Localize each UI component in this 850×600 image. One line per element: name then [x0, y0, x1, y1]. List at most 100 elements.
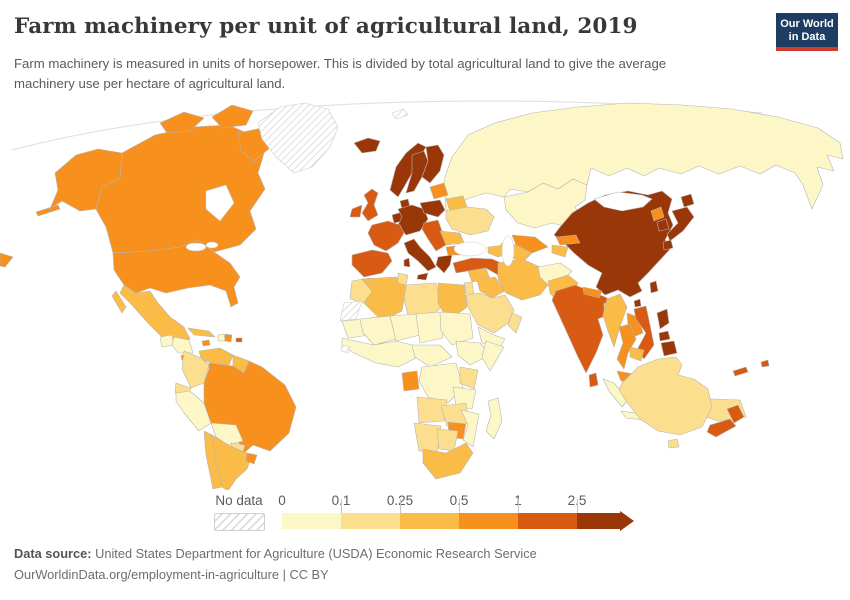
map-region[interactable] — [633, 298, 642, 308]
map-region[interactable] — [593, 191, 653, 212]
map-region[interactable] — [416, 272, 429, 281]
map-region[interactable] — [656, 218, 670, 232]
legend-segment[interactable] — [518, 513, 577, 529]
map-region[interactable] — [706, 418, 737, 438]
map-region[interactable] — [187, 327, 216, 338]
map-region[interactable] — [602, 378, 629, 408]
map-region[interactable] — [401, 370, 420, 392]
map-region[interactable] — [415, 311, 444, 344]
owid-logo[interactable]: Our World in Data — [776, 13, 838, 51]
map-region[interactable] — [649, 280, 659, 294]
map-region[interactable] — [629, 346, 645, 362]
map-region[interactable] — [339, 300, 363, 322]
legend-no-data-swatch[interactable] — [214, 513, 265, 531]
map-region[interactable] — [111, 290, 127, 314]
footer-url-link[interactable]: OurWorldinData.org/employment-in-agricul… — [14, 567, 280, 582]
map-region[interactable] — [660, 340, 678, 357]
map-region[interactable] — [503, 178, 588, 229]
map-region[interactable] — [616, 323, 637, 370]
map-region[interactable] — [656, 308, 670, 330]
map-region[interactable] — [460, 409, 480, 448]
map-region[interactable] — [397, 204, 429, 236]
map-region[interactable] — [455, 340, 491, 366]
map-region[interactable] — [95, 124, 266, 254]
map-region[interactable] — [403, 238, 437, 272]
map-region[interactable] — [421, 219, 447, 252]
map-region[interactable] — [353, 137, 381, 154]
map-region[interactable] — [582, 286, 603, 299]
map-region[interactable] — [666, 206, 695, 242]
legend-segment[interactable] — [282, 513, 341, 529]
map-region[interactable] — [662, 239, 674, 251]
map-region[interactable] — [465, 292, 515, 334]
map-region[interactable] — [429, 182, 449, 200]
legend-segment[interactable] — [341, 513, 400, 529]
map-region[interactable] — [391, 108, 409, 120]
map-region[interactable] — [650, 206, 665, 222]
map-region[interactable] — [511, 234, 549, 254]
map-region[interactable] — [551, 244, 569, 258]
map-region[interactable] — [439, 311, 474, 346]
map-region[interactable] — [667, 438, 680, 449]
map-region[interactable] — [485, 397, 503, 440]
map-region[interactable] — [633, 305, 655, 360]
map-region[interactable] — [555, 234, 581, 246]
legend-segment[interactable] — [459, 513, 518, 529]
map-region[interactable] — [361, 188, 379, 222]
map-region[interactable] — [349, 204, 363, 218]
map-region[interactable] — [210, 422, 244, 446]
map-region[interactable] — [405, 150, 429, 194]
map-region[interactable] — [159, 111, 205, 134]
map-region[interactable] — [477, 326, 506, 348]
map-region[interactable] — [411, 344, 453, 368]
map-region[interactable] — [257, 102, 339, 174]
legend-segment[interactable] — [577, 513, 620, 529]
map-region[interactable] — [452, 386, 477, 410]
map-region[interactable] — [235, 337, 243, 343]
map-region[interactable] — [732, 366, 749, 377]
map-region[interactable] — [445, 206, 495, 236]
map-region[interactable] — [497, 258, 549, 301]
map-region[interactable] — [760, 359, 770, 368]
map-region[interactable] — [459, 366, 479, 390]
map-region[interactable] — [419, 199, 446, 218]
map-region[interactable] — [658, 330, 671, 342]
map-region[interactable] — [0, 252, 14, 268]
map-region[interactable] — [476, 276, 506, 299]
map-region[interactable] — [119, 284, 191, 346]
map-region[interactable] — [421, 144, 445, 184]
map-region[interactable] — [507, 312, 523, 334]
map-region[interactable] — [588, 372, 599, 388]
map-region[interactable] — [175, 390, 212, 432]
map-region[interactable] — [203, 430, 223, 490]
map-region[interactable] — [340, 344, 351, 354]
map-region[interactable] — [680, 193, 695, 208]
map-region[interactable] — [481, 340, 505, 372]
map-region[interactable] — [436, 428, 459, 452]
map-region[interactable] — [726, 404, 745, 424]
map-region[interactable] — [35, 204, 61, 217]
map-region[interactable] — [211, 434, 253, 490]
legend-segment[interactable] — [400, 513, 459, 529]
map-region[interactable] — [367, 220, 405, 252]
map-region[interactable] — [618, 356, 713, 436]
map-region[interactable] — [551, 284, 617, 374]
map-region[interactable] — [602, 293, 628, 348]
map-region[interactable] — [416, 396, 448, 424]
map-region[interactable] — [211, 104, 254, 129]
map-region[interactable] — [418, 362, 464, 404]
map-region[interactable] — [201, 339, 211, 347]
map-region[interactable] — [245, 452, 258, 465]
map-region[interactable] — [403, 257, 411, 268]
map-region[interactable] — [351, 249, 393, 278]
map-region[interactable] — [413, 422, 442, 454]
map-region[interactable] — [397, 272, 409, 286]
map-region[interactable] — [217, 333, 226, 342]
map-region[interactable] — [171, 336, 194, 354]
map-region[interactable] — [553, 190, 674, 298]
map-region[interactable] — [463, 281, 475, 296]
map-region[interactable] — [359, 315, 397, 346]
map-region[interactable] — [422, 442, 474, 480]
map-region[interactable] — [224, 333, 233, 343]
map-region[interactable] — [435, 254, 453, 274]
